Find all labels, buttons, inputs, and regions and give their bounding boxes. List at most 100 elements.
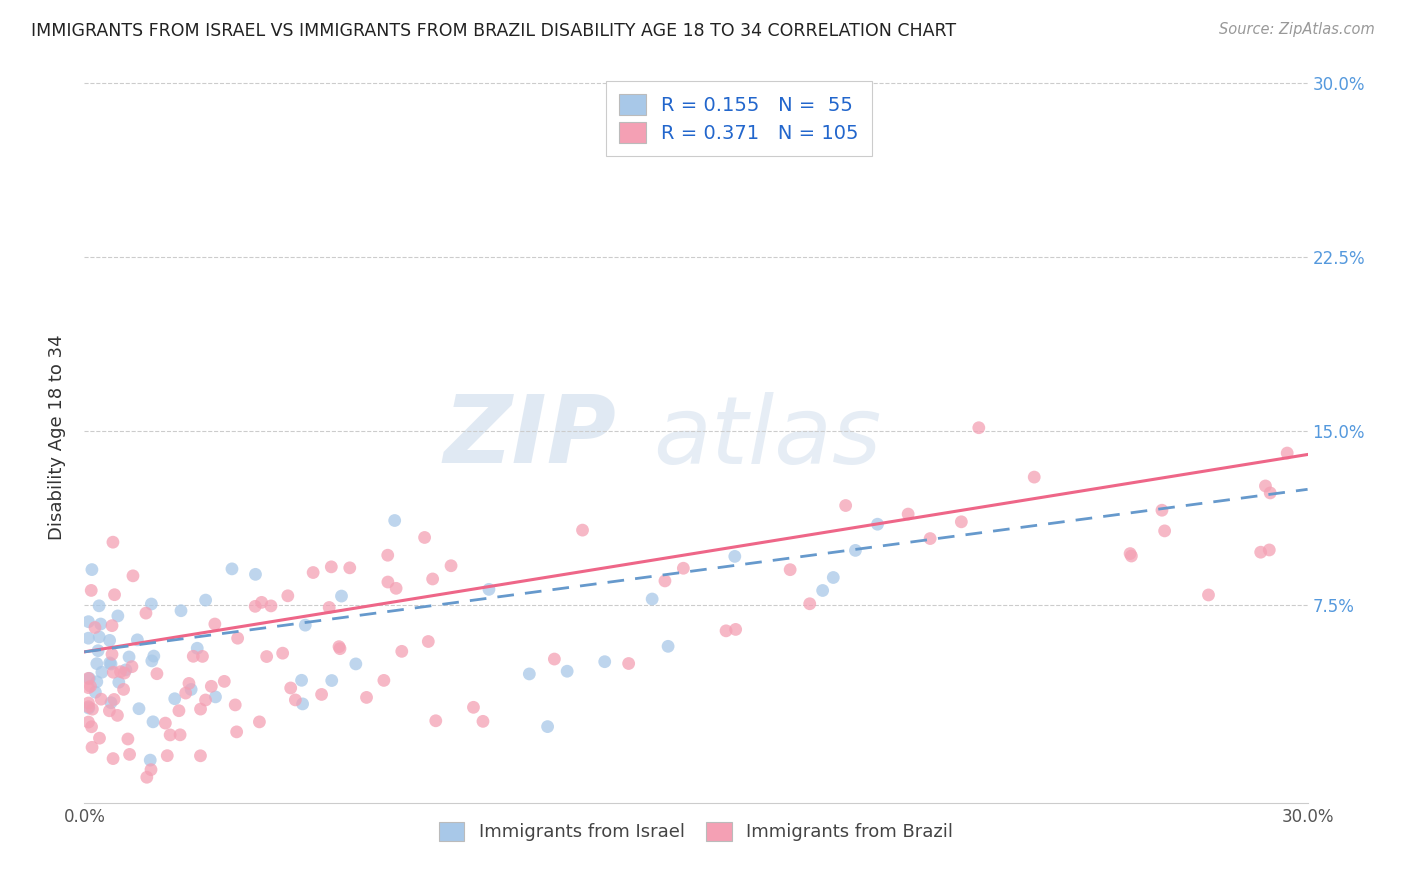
Point [90,692,112,706]
Point [181,649,204,664]
Point [249,714,271,729]
Point [1277,446,1299,460]
Point [1150,503,1173,517]
Point [641,592,664,607]
Point [377,574,399,589]
Point [920,532,942,546]
Point [714,624,737,638]
Point [112,682,135,697]
Point [84,685,107,699]
Point [391,644,413,658]
Point [90,617,112,632]
Point [156,748,179,763]
Point [463,700,485,714]
Point [127,632,149,647]
Point [657,640,679,654]
Point [321,673,343,688]
Point [139,763,162,777]
Point [169,728,191,742]
Point [159,728,181,742]
Point [79,679,101,693]
Point [110,665,132,679]
Point [142,649,165,664]
Point [1258,543,1281,558]
Point [260,599,283,613]
Point [517,667,540,681]
Point [256,649,278,664]
Point [86,674,108,689]
Point [190,748,212,763]
Point [77,701,100,715]
Point [107,675,129,690]
Point [142,714,165,729]
Point [117,731,139,746]
Point [950,515,973,529]
Legend: Immigrants from Israel, Immigrants from Brazil: Immigrants from Israel, Immigrants from … [432,814,960,848]
Point [1119,547,1142,561]
Point [89,630,111,644]
Point [221,562,243,576]
Point [101,751,124,765]
Point [967,421,990,435]
Point [77,631,100,645]
Point [84,620,107,634]
Point [135,770,157,784]
Point [225,724,247,739]
Point [121,659,143,673]
Point [385,582,408,596]
Point [77,696,100,710]
Point [328,640,350,654]
Point [80,563,103,577]
Point [103,692,125,706]
Point [77,615,100,629]
Point [724,549,747,564]
Point [101,535,124,549]
Point [377,548,399,562]
Y-axis label: Disability Age 18 to 34: Disability Age 18 to 34 [48,334,66,540]
Point [672,561,695,575]
Point [245,567,267,582]
Point [103,665,125,680]
Point [204,617,226,632]
Text: IMMIGRANTS FROM ISRAEL VS IMMIGRANTS FROM BRAZIL DISABILITY AGE 18 TO 34 CORRELA: IMMIGRANTS FROM ISRAEL VS IMMIGRANTS FRO… [31,22,956,40]
Point [329,641,352,656]
Point [779,563,801,577]
Point [243,599,266,614]
Point [107,608,129,623]
Point [302,566,325,580]
Point [112,666,135,681]
Point [100,657,122,671]
Point [811,583,834,598]
Point [834,499,856,513]
Point [1121,549,1143,563]
Point [384,514,406,528]
Point [224,698,246,712]
Point [190,702,212,716]
Point [440,558,463,573]
Point [122,569,145,583]
Point [115,663,138,677]
Point [141,654,163,668]
Point [89,731,111,746]
Point [413,531,436,545]
Point [101,618,124,632]
Point [98,633,121,648]
Point [1198,588,1220,602]
Point [425,714,447,728]
Point [79,671,101,685]
Point [77,671,100,685]
Point [77,681,100,695]
Point [87,643,110,657]
Point [141,597,163,611]
Point [290,673,312,688]
Point [194,593,217,607]
Point [897,507,920,521]
Point [823,570,845,584]
Point [118,650,141,665]
Point [543,652,565,666]
Point [866,517,889,532]
Point [318,600,340,615]
Point [280,681,302,695]
Point [90,665,112,680]
Point [107,708,129,723]
